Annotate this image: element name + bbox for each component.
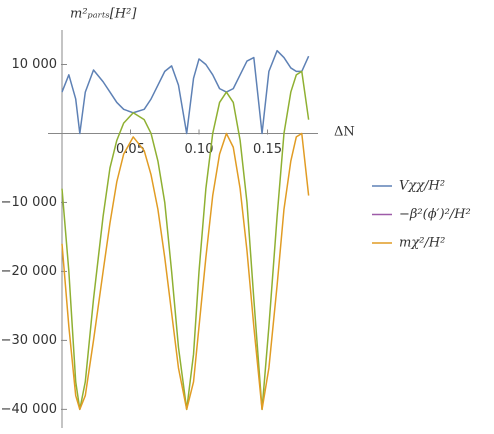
y-tick-label: −40 000 [1,402,57,417]
y-axis-label: m²ₚₐᵣₜₛ[H²] [70,7,137,22]
x-tick-label: 0.10 [185,142,214,157]
series-line [61,49,310,135]
x-axis-label: ΔN [334,125,355,140]
legend-label: −β²(ϕ′)²/H² [399,207,471,222]
y-tick-label: −10 000 [1,195,57,210]
y-tick-label: −20 000 [1,264,57,279]
y-tick-label: −30 000 [1,333,57,348]
y-tick-label: 10 000 [12,57,58,72]
series-line [61,70,310,411]
legend-label: mχ²/H² [399,236,445,251]
legend-label: Vχχ/H² [399,179,445,194]
x-tick-label: 0.05 [116,142,145,157]
x-tick-label: 0.15 [253,142,282,157]
series-line [61,132,310,411]
